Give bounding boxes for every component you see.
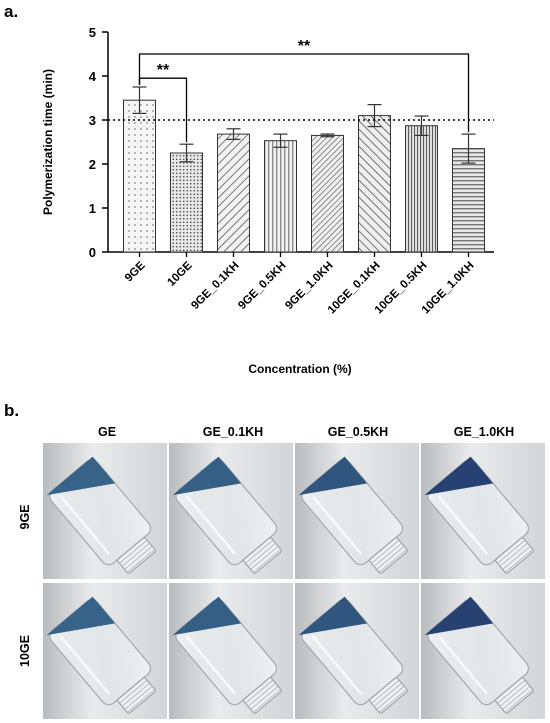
y-axis-label: Polymerization time (min) — [41, 69, 55, 215]
vial-icon — [424, 456, 534, 574]
gel-wedge — [172, 456, 242, 496]
x-axis-label: Concentration (%) — [248, 362, 351, 376]
bar-chart: 0 1 2 3 4 5 ** ** 9GE 10GE9GE_0.1KH9GE_0.5KH9GE… — [41, 25, 494, 376]
gel-wedge — [424, 456, 494, 496]
vial-icon — [424, 596, 534, 714]
vial-photo-grid — [43, 443, 545, 719]
bar-9GE — [123, 99, 156, 253]
vial-icon — [46, 596, 156, 714]
y-tick-label: 0 — [89, 245, 96, 260]
x-tick-labels: 9GE 10GE9GE_0.1KH9GE_0.5KH9GE_1.0KH10GE_0… — [123, 252, 477, 316]
y-tick-label: 5 — [89, 25, 96, 40]
vial-photo-9GE-GE_0.5KH — [295, 443, 419, 579]
vial-icon — [172, 456, 282, 574]
y-tick-label: 3 — [89, 113, 96, 128]
bar-9GE_0.5KH — [264, 140, 297, 253]
x-tick-label: 9GE_1.0KH — [283, 260, 335, 312]
row-label-10ge: 10GE — [18, 635, 32, 667]
gel-wedge — [46, 456, 116, 496]
significance-label: ** — [157, 62, 170, 79]
x-tick-label: 9GE_0.1KH — [189, 260, 241, 312]
column-header-ge-0.5kh: GE_0.5KH — [328, 425, 388, 439]
y-ticks: 0 1 2 3 4 5 — [89, 25, 108, 260]
vial-icon — [298, 596, 408, 714]
bar-9GE_1.0KH — [311, 134, 344, 253]
significance-bracket — [138, 53, 470, 133]
panel-b-label: b. — [4, 401, 19, 420]
bar-10GE_1.0KH — [452, 148, 485, 253]
x-tick-label: 9GE — [123, 259, 148, 284]
gel-wedge — [298, 456, 368, 496]
vial-icon — [46, 456, 156, 574]
vial-photo-10GE-GE — [43, 583, 167, 719]
vial-icon — [298, 456, 408, 574]
bar-10GE_0.5KH — [405, 125, 438, 253]
y-tick-label: 4 — [89, 69, 97, 84]
panel-a-label: a. — [4, 2, 18, 21]
photo-column-headers: GE GE_0.1KH GE_0.5KH GE_1.0KH — [98, 425, 514, 439]
vial-photo-10GE-GE_0.1KH — [169, 583, 293, 719]
vial-photo-9GE-GE — [43, 443, 167, 579]
significance-label: ** — [298, 38, 311, 55]
bars — [123, 99, 485, 253]
y-tick-label: 1 — [89, 201, 96, 216]
gel-wedge — [46, 596, 116, 636]
bar-10GE — [170, 152, 203, 253]
column-header-ge: GE — [98, 425, 116, 439]
gel-wedge — [298, 596, 368, 636]
gel-wedge — [424, 596, 494, 636]
row-label-9ge: 9GE — [18, 504, 32, 529]
x-tick-label: 9GE_0.5KH — [236, 260, 288, 312]
column-header-ge-1.0kh: GE_1.0KH — [454, 425, 514, 439]
vial-photo-9GE-GE_1.0KH — [421, 443, 545, 579]
significance-brackets: ** ** — [138, 38, 470, 143]
bar-9GE_0.1KH — [217, 133, 250, 253]
column-header-ge-0.1kh: GE_0.1KH — [203, 425, 263, 439]
error-bars — [132, 86, 476, 164]
x-tick-label: 10GE — [165, 259, 195, 289]
gel-wedge — [172, 596, 242, 636]
vial-photo-10GE-GE_1.0KH — [421, 583, 545, 719]
bar-10GE_0.1KH — [358, 115, 391, 253]
y-tick-label: 2 — [89, 157, 96, 172]
vial-photo-10GE-GE_0.5KH — [295, 583, 419, 719]
vial-photo-9GE-GE_0.1KH — [169, 443, 293, 579]
vial-icon — [172, 596, 282, 714]
